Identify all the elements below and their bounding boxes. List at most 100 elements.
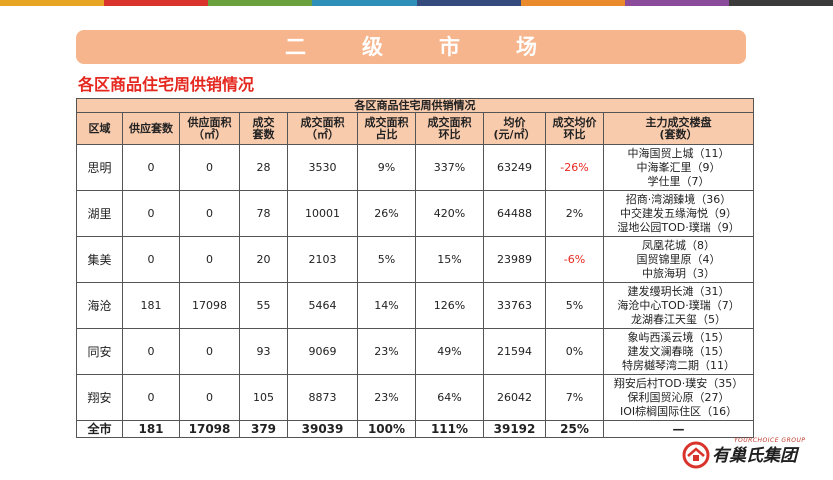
project-item: 龙湖春江天玺（5） <box>631 312 727 326</box>
cell-deal-units: 93 <box>239 328 288 375</box>
column-header: 成交面积 环比 <box>415 112 484 145</box>
cell-share: 14% <box>357 282 416 329</box>
project-item: 翔安后村TOD·璞安（35） <box>613 376 744 390</box>
cell-supply-units: 0 <box>122 236 180 283</box>
column-header-line: 成交面积 <box>300 115 345 129</box>
cell-avg-price: 63249 <box>483 144 546 191</box>
cell-supply-area: 0 <box>179 144 240 191</box>
cell-area: 海沧 <box>76 282 123 329</box>
cell-main-projects: 中海国贸上城（11） 中海峯汇里（9） 学仕里（7） <box>602 144 755 191</box>
cell-supply-units: 0 <box>122 374 180 421</box>
cell-price-mom: 2% <box>545 190 604 237</box>
total-mom: 111% <box>415 420 484 438</box>
cell-price-mom: 0% <box>545 328 604 375</box>
cell-supply-units: 0 <box>122 190 180 237</box>
cell-share: 23% <box>357 328 416 375</box>
company-logo: YOURCHOICE GROUP 有巢氏集团 <box>682 437 822 473</box>
nest-logo-icon <box>682 441 710 469</box>
cell-supply-units: 181 <box>122 282 180 329</box>
project-item: 保利国贸沁原（27） <box>627 390 730 404</box>
column-header-line: 供应面积 <box>187 115 232 129</box>
cell-deal-area: 8873 <box>287 374 358 421</box>
table-row: 同安 0 0 93 9069 23% 49% 21594 0% 象屿西溪云境（15） 建发文澜春晓（… <box>76 328 755 375</box>
total-share: 100% <box>357 420 416 438</box>
column-header: 主力成交楼盘 (套数） <box>602 112 755 145</box>
top-strip-segment <box>104 0 209 6</box>
banner-title: 二级市场 <box>285 35 593 59</box>
cell-avg-price: 23989 <box>483 236 546 283</box>
column-header-line: 均价 <box>503 115 526 129</box>
cell-deal-area: 10001 <box>287 190 358 237</box>
column-header: 成交均价 环比 <box>545 112 604 145</box>
column-header-line: 成交面积 <box>427 115 472 129</box>
logo-chinese: 有巢氏集团 <box>712 446 797 466</box>
column-header-line: 区域 <box>88 121 111 135</box>
top-strip-segment <box>312 0 417 6</box>
cell-main-projects: 象屿西溪云境（15） 建发文澜春晓（15） 特房樾琴湾二期（11） <box>602 328 755 375</box>
cell-share: 26% <box>357 190 416 237</box>
cell-deal-units: 78 <box>239 190 288 237</box>
column-header-line: 成交均价 <box>552 115 597 129</box>
cell-deal-units: 55 <box>239 282 288 329</box>
cell-share: 23% <box>357 374 416 421</box>
supply-sales-table: 各区商品住宅周供销情况 区域 供应套数 供应面积 （㎡） 成交 套数 成交面积 （㎡） 成交面积… <box>75 98 755 438</box>
table-row: 湖里 0 0 78 10001 26% 420% 64488 2% 招商·湾湖臻境（36） 中交建发… <box>76 190 755 237</box>
project-item: 象屿西溪云境（15） <box>627 330 730 344</box>
column-header: 供应套数 <box>122 112 180 145</box>
total-projects: — <box>602 420 755 438</box>
column-header-line: 供应套数 <box>129 121 173 135</box>
cell-mom: 49% <box>415 328 484 375</box>
column-header: 区域 <box>76 112 123 145</box>
total-supply-area: 17098 <box>179 420 240 438</box>
top-strip-segment <box>624 0 729 6</box>
cell-deal-area: 2103 <box>287 236 358 283</box>
cell-avg-price: 33763 <box>483 282 546 329</box>
project-item: IOI棕榈国际住区（16） <box>619 404 738 418</box>
cell-share: 5% <box>357 236 416 283</box>
section-title: 各区商品住宅周供销情况 <box>78 75 255 94</box>
project-item: 中交建发五缘海悦（9） <box>620 206 738 220</box>
cell-mom: 64% <box>415 374 484 421</box>
cell-supply-area: 0 <box>179 190 240 237</box>
cell-supply-area: 0 <box>179 328 240 375</box>
column-header: 成交面积 （㎡） <box>287 112 358 145</box>
column-header-line: 主力成交楼盘 <box>645 115 712 129</box>
column-header-line: 占比 <box>375 127 398 141</box>
total-area: 全市 <box>76 420 123 438</box>
cell-deal-units: 20 <box>239 236 288 283</box>
project-item: 建发文澜春晓（15） <box>627 344 730 358</box>
total-deal-area: 39039 <box>287 420 358 438</box>
cell-share: 9% <box>357 144 416 191</box>
cell-price-mom: -6% <box>545 236 604 283</box>
cell-area: 翔安 <box>76 374 123 421</box>
column-header-line: 环比 <box>438 127 461 141</box>
top-strip-segment <box>416 0 521 6</box>
cell-supply-area: 0 <box>179 236 240 283</box>
cell-mom: 337% <box>415 144 484 191</box>
cell-main-projects: 凤凰花城（8） 国贸锦里原（4） 中旅海玥（3） <box>602 236 755 283</box>
cell-avg-price: 26042 <box>483 374 546 421</box>
cell-mom: 15% <box>415 236 484 283</box>
project-item: 特房樾琴湾二期（11） <box>622 358 736 372</box>
column-header-line: (套数） <box>659 127 698 141</box>
cell-price-mom: -26% <box>545 144 604 191</box>
column-header-line: 套数 <box>252 127 275 141</box>
logo-english: YOURCHOICE GROUP <box>734 437 806 444</box>
column-header: 均价 (元/㎡） <box>483 112 546 145</box>
top-strip-segment <box>208 0 313 6</box>
cell-deal-area: 5464 <box>287 282 358 329</box>
project-item: 湿地公园TOD·璞瑞（9） <box>617 220 740 234</box>
top-strip-segment <box>0 0 105 6</box>
total-deal-units: 379 <box>239 420 288 438</box>
cell-area: 思明 <box>76 144 123 191</box>
project-item: 国贸锦里原（4） <box>636 252 721 266</box>
project-item: 中海国贸上城（11） <box>627 146 730 160</box>
cell-price-mom: 7% <box>545 374 604 421</box>
top-strip-segment <box>728 0 833 6</box>
cell-mom: 420% <box>415 190 484 237</box>
cell-supply-area: 17098 <box>179 282 240 329</box>
cell-avg-price: 64488 <box>483 190 546 237</box>
table-row: 海沧 181 17098 55 5464 14% 126% 33763 5% 建发缦玥长滩（31）… <box>76 282 755 329</box>
cell-main-projects: 建发缦玥长滩（31） 海沧中心TOD·璞瑞（7） 龙湖春江天玺（5） <box>602 282 755 329</box>
cell-deal-area: 3530 <box>287 144 358 191</box>
